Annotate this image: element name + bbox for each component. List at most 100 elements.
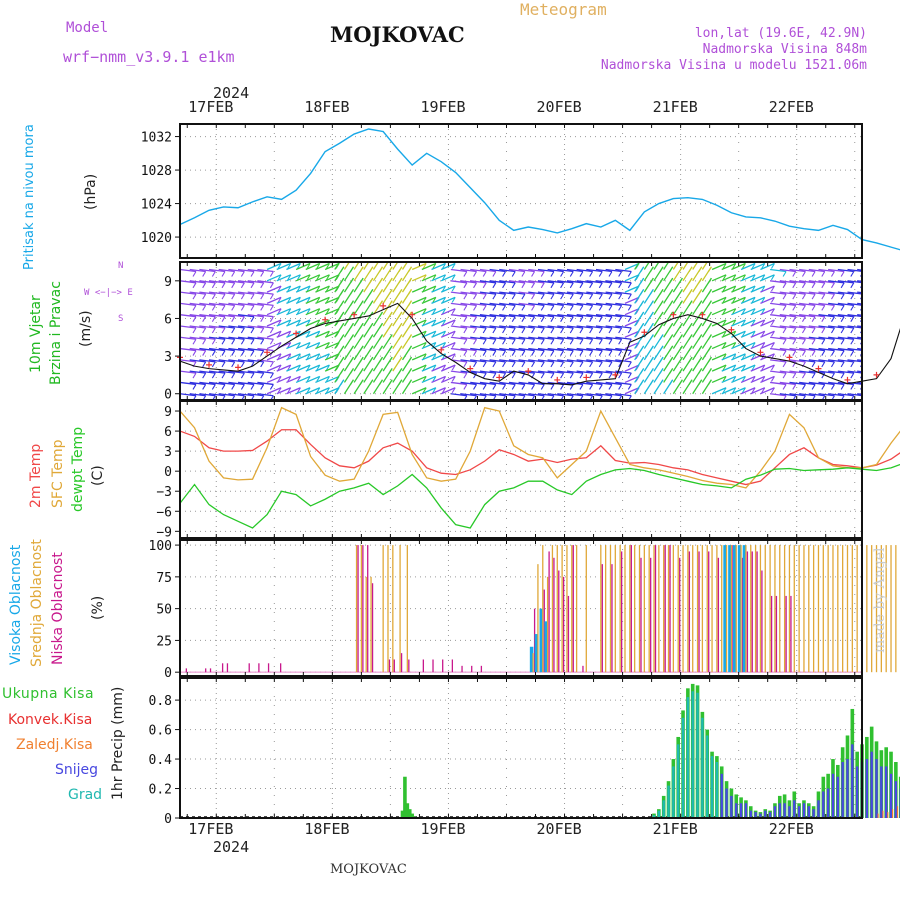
wind-barb [508, 268, 525, 273]
wind-barb [421, 296, 437, 304]
wind-barb-flag [761, 308, 766, 314]
wind-barb [431, 375, 446, 384]
wind-barb-flag [569, 282, 574, 289]
wind-barb [750, 353, 766, 361]
wind-barb-flag [722, 364, 727, 371]
wind-barb-flag [260, 372, 265, 379]
wind-barb-flag [202, 271, 207, 277]
wind-barb [605, 280, 622, 284]
wind-barb [218, 302, 235, 307]
wind-barb-flag [422, 319, 427, 326]
wind-gust-marker [670, 311, 677, 318]
y-tick-label: 0.8 [149, 694, 172, 709]
wind-barb [247, 268, 264, 273]
wind-gust-marker [554, 376, 561, 383]
wind-barb [460, 370, 477, 374]
top-day-label: 19FEB [420, 98, 466, 116]
wind-barb [411, 387, 427, 395]
wind-barb-flag [379, 322, 383, 329]
wind-barb [721, 319, 736, 327]
wind-barb-flag [770, 387, 775, 394]
wind-barb-flag [442, 342, 446, 348]
wind-barb [237, 336, 255, 340]
wind-barb-flag [761, 364, 766, 371]
wind-barb [208, 381, 226, 386]
wind-barb-flag [560, 282, 565, 289]
wind-barb [847, 336, 862, 340]
wind-barb [789, 280, 806, 284]
wind-barb [566, 291, 584, 295]
wind-barb [324, 364, 340, 372]
precip-snow-label: Snijeg [55, 762, 99, 778]
wind-barb-flag [640, 356, 645, 363]
wind-barb [566, 325, 584, 329]
wind-barb [508, 314, 525, 318]
wind-barb [818, 347, 835, 352]
wind-barb-flag [442, 353, 446, 360]
wind-barb-flag [492, 305, 497, 311]
wind-barb [276, 375, 291, 384]
precip-bar-snow [841, 762, 844, 818]
wind-gust-marker [844, 376, 851, 383]
wind-barb-flag [830, 384, 835, 390]
wind-barb-flag [432, 387, 437, 394]
wind-barb [180, 393, 197, 397]
wind-barb [431, 387, 446, 395]
wind-barb [586, 381, 603, 386]
wind-barb [528, 381, 545, 386]
wind-barb-flag [482, 350, 487, 356]
wind-barb [595, 381, 613, 386]
wind-barb [711, 319, 727, 327]
wind-barb [799, 393, 816, 397]
wind-barb [624, 285, 640, 293]
wind-barb-flag [732, 319, 737, 326]
wind-barb [818, 291, 835, 295]
wind-barb-flag [659, 322, 664, 329]
cloud-unit: (%) [90, 595, 106, 620]
precip-bar-snow [889, 773, 893, 818]
wind-barb-flag [589, 372, 594, 379]
y-tick-label: 3 [164, 445, 172, 460]
wind-barb [257, 291, 274, 295]
wind-barb [731, 353, 746, 361]
wind-barb [711, 262, 727, 271]
precip-bar-grad [672, 766, 675, 818]
wind-barb-flag [287, 297, 292, 303]
wind-barb-flag [482, 361, 487, 368]
wind-barb-flag [640, 277, 645, 284]
wind-barb-flag [669, 322, 674, 329]
wind-barb [595, 336, 613, 340]
wind-barb [537, 302, 555, 307]
wind-barb-flag [296, 387, 301, 394]
wind-barb [499, 291, 516, 295]
wind-barb-flag [811, 372, 816, 379]
wind-barb-flag [492, 327, 497, 334]
y-tick-label: 9 [164, 275, 172, 290]
wind-barb [276, 319, 291, 327]
wind-barb-flag [502, 271, 507, 277]
wind-barb [586, 347, 603, 352]
wind-barb [711, 375, 727, 384]
wind-barb-flag [432, 319, 437, 326]
wind-barb-flag [442, 330, 446, 337]
wind-barb-flag [688, 277, 693, 284]
wind-barb [470, 393, 487, 397]
wind-gust-marker [438, 346, 445, 353]
wind-barb [711, 364, 727, 372]
wind-barb-flag [211, 293, 216, 300]
wind-barb-flag [627, 350, 632, 356]
wind-barb [828, 302, 845, 307]
wind-barb [305, 274, 321, 282]
wind-barb-flag [379, 300, 383, 306]
wind-barb [770, 280, 787, 284]
wind-barb-flag [422, 285, 427, 292]
wind-barb-flag [707, 277, 712, 284]
wind-barb-flag [306, 387, 311, 394]
wind-barb [189, 314, 206, 318]
wind-barb [489, 280, 506, 284]
wind-barb-flag [531, 350, 536, 356]
wind-barb-flag [492, 361, 497, 368]
wind-barb-flag [870, 396, 873, 401]
wind-barb-flag [560, 293, 565, 300]
wind-barb-flag [698, 368, 703, 374]
